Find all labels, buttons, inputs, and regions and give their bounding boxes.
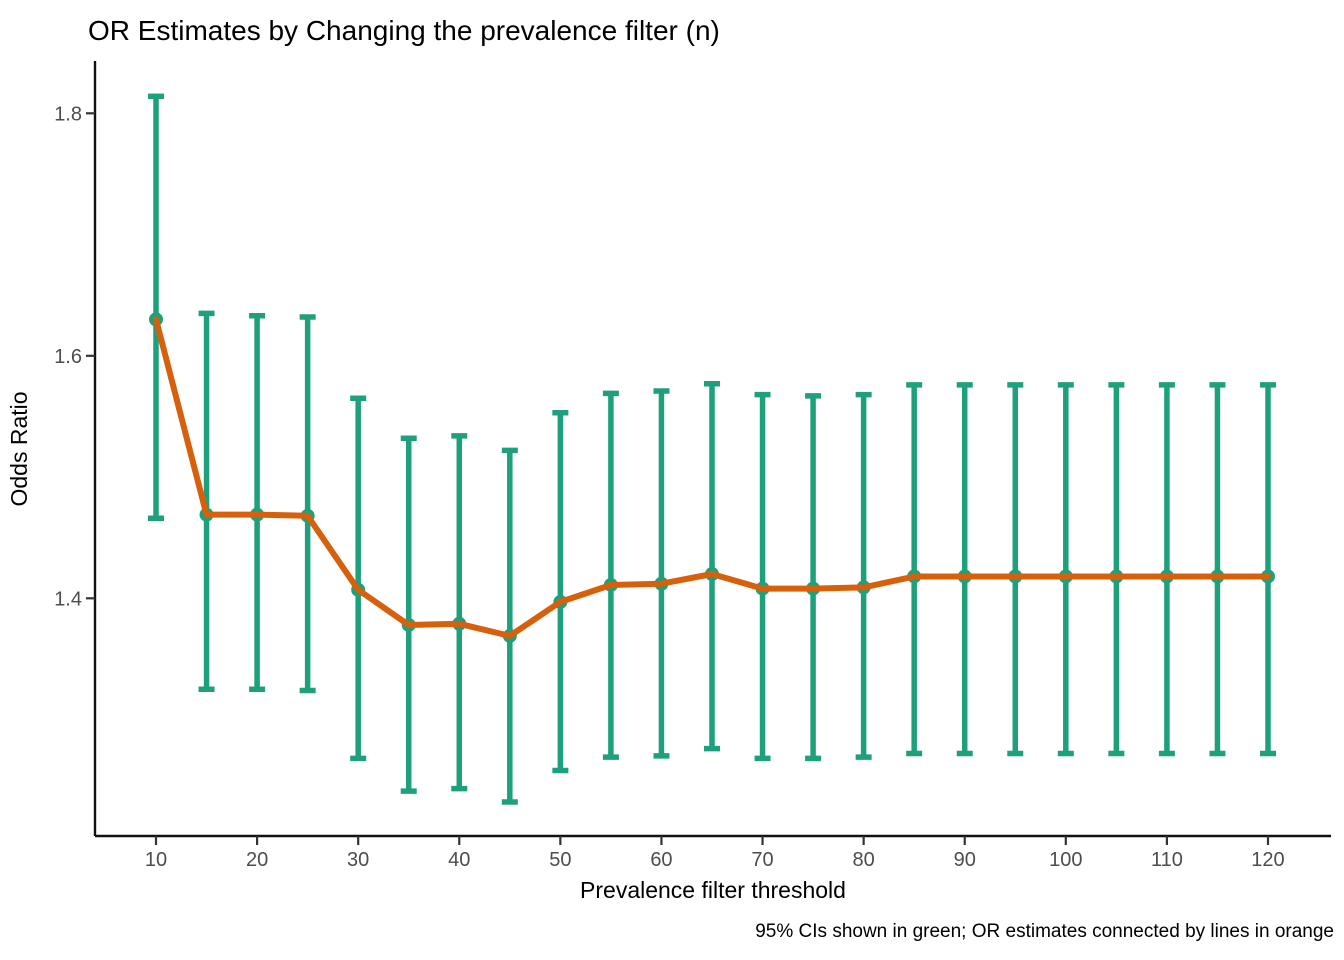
x-tick-label: 30: [347, 849, 369, 871]
x-tick-label: 40: [448, 849, 470, 871]
error-bar: [249, 313, 266, 692]
error-bar: [148, 93, 164, 522]
x-tick-label: 20: [246, 849, 268, 871]
error-bar: [350, 395, 367, 762]
x-tick-label: 50: [549, 849, 571, 871]
x-tick-label: 60: [650, 849, 672, 871]
chart-title: OR Estimates by Changing the prevalence …: [88, 15, 720, 46]
estimate-trend-line: [153, 316, 1271, 639]
error-bar: [956, 382, 973, 757]
x-tick-label: 110: [1151, 849, 1183, 871]
error-bar: [501, 447, 518, 805]
error-bar: [299, 314, 316, 694]
x-tick-label: 120: [1251, 849, 1284, 871]
error-bar: [1158, 382, 1175, 757]
error-bar: [1108, 382, 1125, 757]
error-bar: [653, 388, 670, 759]
error-bar: [451, 433, 468, 792]
error-bar: [703, 380, 720, 752]
error-bar: [754, 391, 771, 762]
chart-caption: 95% CIs shown in green; OR estimates con…: [755, 921, 1334, 942]
x-tick-label: 70: [751, 849, 773, 871]
error-bar: [602, 390, 619, 760]
estimate-line-layer: [153, 316, 1271, 639]
x-tick-label: 100: [1049, 849, 1082, 871]
x-tick-label: 90: [954, 849, 976, 871]
axes-layer: [86, 61, 1331, 845]
x-tick-label: 80: [853, 849, 875, 871]
y-tick-label: 1.6: [54, 346, 82, 368]
y-tick-label: 1.4: [54, 588, 82, 610]
error-bar: [1209, 382, 1226, 757]
x-axis-title: Prevalence filter threshold: [580, 877, 846, 903]
y-tick-label: 1.8: [54, 103, 82, 125]
error-bar: [1057, 382, 1074, 757]
tick-labels-layer: 1.4 1.6 1.8 10 20 30 40 50 60 70 80 90 100 110 120: [54, 103, 1284, 871]
error-bar: [1259, 382, 1276, 757]
error-bar: [198, 310, 215, 692]
error-bar: [552, 410, 569, 774]
error-bar: [906, 382, 923, 757]
error-bar: [855, 391, 872, 760]
error-bar: [805, 393, 822, 762]
x-tick-label: 10: [145, 849, 167, 871]
errorbars-layer: [148, 93, 1276, 805]
error-bar: [1007, 382, 1024, 757]
error-bar: [400, 435, 417, 794]
y-axis-title: Odds Ratio: [6, 391, 32, 506]
